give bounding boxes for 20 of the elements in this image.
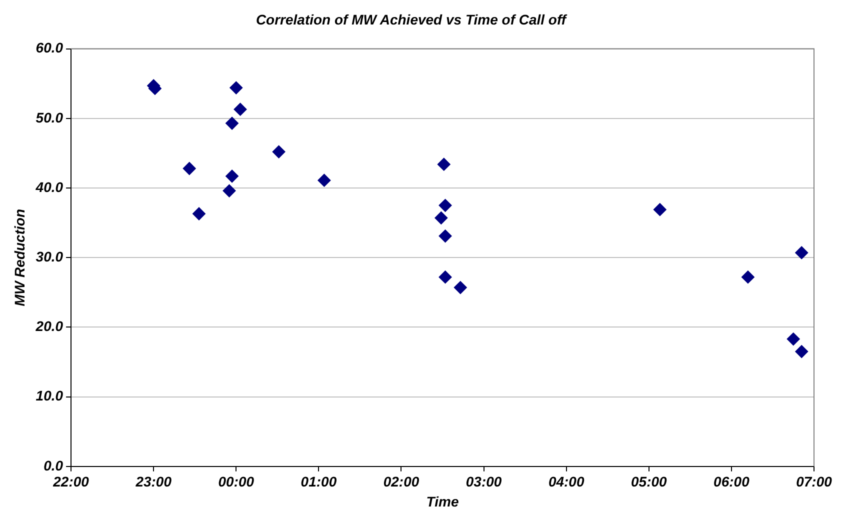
x-tick-label: 00:00: [218, 474, 254, 490]
x-tick-label: 03:00: [466, 474, 502, 490]
y-tick-label: 60.0: [36, 40, 64, 56]
y-tick-label: 50.0: [36, 109, 64, 126]
x-tick-label: 04:00: [548, 474, 584, 490]
x-tick-label: 05:00: [630, 474, 668, 490]
y-tick-label: 10.0: [36, 388, 64, 404]
chart-title: Correlation of MW Achieved vs Time of Call off: [256, 11, 568, 28]
y-tick-label: 40.0: [34, 178, 64, 195]
x-tick-label: 02:00: [383, 474, 420, 490]
y-axis-title: MW Reduction: [11, 208, 28, 306]
x-tick-label: 07:00: [796, 474, 832, 490]
y-tick-label: 30.0: [36, 248, 64, 264]
y-tick-label: 20.0: [34, 318, 64, 334]
x-tick-label: 23:00: [134, 474, 172, 490]
x-tick-label: 06:00: [714, 474, 750, 490]
y-tick-label: 0.0: [44, 457, 64, 474]
x-axis-title: Time: [426, 493, 459, 510]
x-tick-label: 01:00: [300, 474, 337, 490]
x-tick-label: 22:00: [52, 474, 90, 490]
